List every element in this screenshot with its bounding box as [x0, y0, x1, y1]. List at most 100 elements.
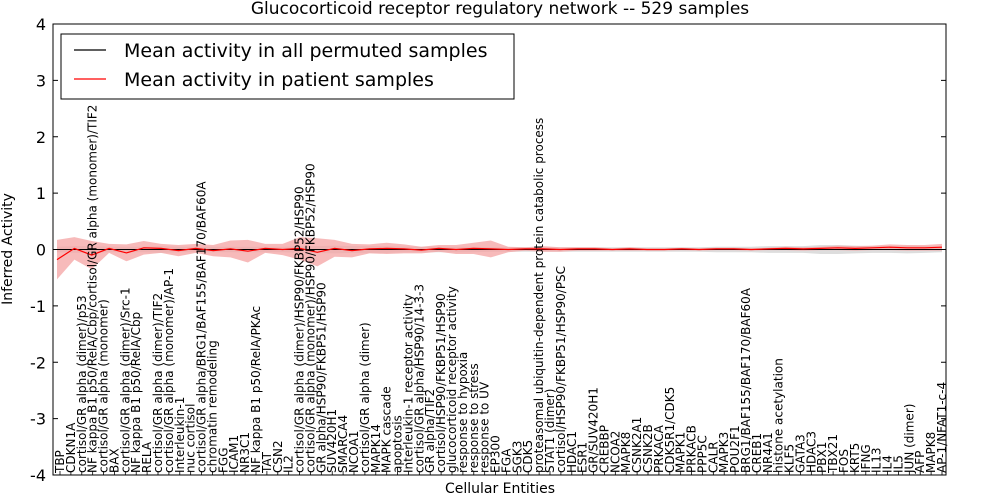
- x-tick-label: NF kappa B1 p50/RelA/PKAc: [249, 306, 263, 473]
- x-tick-label: GR alpha/HSP90/FKBP51/HSP90: [314, 282, 328, 473]
- x-tick-label: ESR1: [576, 442, 590, 473]
- x-tick-label: HDAC3: [804, 431, 818, 473]
- x-tick-label: TAT: [260, 451, 274, 474]
- x-tick-label: FOS: [837, 449, 851, 473]
- x-tick-label: cortisol/GR alpha (dimer)/TIF2: [151, 293, 165, 473]
- chart-title: Glucocorticoid receptor regulatory netwo…: [251, 0, 749, 19]
- series-line-patient: [56, 246, 943, 261]
- x-tick-label: SUV420H1: [325, 409, 339, 473]
- x-tick-label: MAPK8: [619, 432, 633, 473]
- x-tick-label: cortisol/HSP90/FKBP51/HSP90: [434, 293, 448, 473]
- x-tick-label: response to hypoxia: [456, 352, 470, 473]
- x-tick-label: PPP5C: [695, 435, 709, 473]
- x-tick-label: NR4A1: [761, 432, 775, 473]
- x-tick-label: GATA3: [793, 434, 807, 473]
- x-tick-label: TBX21: [826, 434, 840, 474]
- x-tick-label: cortisol/HSP90/FKBP51/HSP90/PSC: [554, 266, 568, 473]
- x-tick-label: JUN (dimer): [902, 404, 916, 474]
- x-tick-label: MAPK8: [924, 432, 938, 473]
- x-tick-label: CREB1: [750, 433, 764, 473]
- x-tick-label: response to stress: [467, 363, 481, 473]
- x-tick-label: RELA: [140, 441, 154, 473]
- x-tick-label: cortisol/GR alpha/BRG1/BAF155/BAF170/BAF…: [195, 181, 209, 473]
- y-tick-label: -1: [30, 297, 46, 316]
- x-tick-label: cortisol/GR alpha (dimer)/HSP90/FKBP52/H…: [293, 186, 307, 473]
- x-tick-label: TBP: [53, 450, 67, 474]
- x-tick-label: KLF5: [783, 444, 797, 473]
- x-tick-label: SGK3: [510, 441, 524, 473]
- x-tick-label: NCOA2: [608, 431, 622, 473]
- x-tick-label: ICAM1: [227, 435, 241, 473]
- x-tick-label: HDAC1: [565, 431, 579, 473]
- x-tick-label: glucocorticoid receptor activity: [445, 286, 459, 473]
- x-tick-label: MAPK3: [717, 432, 731, 473]
- x-tick-label: cortisol/GR alpha/HSP90/14-3-3: [412, 284, 426, 473]
- legend-box: [60, 33, 515, 100]
- x-tick-label: IL2: [282, 455, 296, 473]
- x-tick-label: POU2F1: [728, 425, 742, 473]
- x-tick-label: cortisol/GR alpha (monomer)/AP-1: [162, 268, 176, 473]
- x-tick-label: AFP: [913, 451, 927, 473]
- y-axis: -4 -3 -2 -1 0 1 2 3 4: [30, 15, 946, 485]
- x-tick-label: proteasomal ubiquitin-dependent protein …: [532, 118, 546, 473]
- x-tick-label: CDK5: [521, 440, 535, 473]
- x-tick-label: Interleukin-1: [173, 397, 187, 473]
- x-tick-label: MAPK cascade: [380, 386, 394, 473]
- y-tick-label: 1: [36, 184, 46, 203]
- x-tick-label: cortisol/GR alpha (dimer)/Src-1: [118, 287, 132, 473]
- x-tick-label: Interleukin-1 receptor activity: [401, 294, 415, 473]
- x-tick-label: cortisol/GR alpha (dimer)/p53: [75, 295, 89, 473]
- x-tick-label: IL4: [881, 455, 895, 473]
- x-tick-label: CDK5R1/CDK5: [663, 387, 677, 473]
- x-tick-label: cortisol/GR alpha (monomer)/HSP90/FKBP52…: [303, 163, 317, 473]
- x-tick-label: SMARCA4: [336, 415, 350, 473]
- x-tick-label: CALR: [706, 441, 720, 473]
- patient-confidence-band: [57, 237, 942, 280]
- x-tick-label: AP-1/NFAT1-c-4: [935, 382, 949, 473]
- x-tick-label: NCOA1: [347, 431, 361, 473]
- x-tick-label: BAX: [107, 448, 121, 473]
- x-tick-label: cortisol/GR alpha (dimer): [358, 322, 372, 473]
- y-tick-label: 2: [36, 128, 46, 147]
- x-axis-label: Cellular Entities: [445, 481, 555, 497]
- x-tick-label: IL5: [891, 455, 905, 473]
- x-tick-label: GR alpha/TIF2: [423, 389, 437, 473]
- x-tick-label: BRG1/BAF155/BAF170/BAF60A: [739, 287, 753, 473]
- x-tick-label: NF kappa B1 p50/RelA/Cbp: [129, 312, 143, 473]
- x-tick-label: IFNG: [859, 444, 873, 473]
- y-tick-label: -2: [30, 353, 46, 372]
- x-tick-label: CSNK2B: [641, 424, 655, 473]
- legend-label-permuted: Mean activity in all permuted samples: [124, 40, 487, 62]
- y-tick-label: 3: [36, 71, 46, 90]
- x-tick-label: cortisol/GR alpha (monomer): [97, 299, 111, 473]
- x-tick-label: PBX1: [815, 442, 829, 473]
- x-tick-label: STAT1 (dimer): [543, 389, 557, 473]
- x-tick-label: nuc cortisol: [184, 404, 198, 473]
- y-tick-label: 4: [36, 15, 46, 34]
- x-tick-label: PRKACB: [685, 425, 699, 473]
- x-tick-label: histone acetylation: [772, 358, 786, 473]
- x-tick-label: CSNK2A1: [630, 417, 644, 473]
- x-tick-label: KRT5: [848, 443, 862, 473]
- x-tick-label: MAPK14: [369, 424, 383, 473]
- x-tick-label: NR3C1: [238, 432, 252, 473]
- x-tick-label: PRKACA: [652, 424, 666, 473]
- x-tick-label: CSN2: [271, 440, 285, 473]
- x-tick-label: NF kappa B1 p50/RelA/Cbp/cortisol/GR alp…: [86, 105, 100, 473]
- y-tick-label: -3: [30, 410, 46, 429]
- x-tick-label: GR/SUV420H1: [587, 387, 601, 473]
- y-tick-label: -4: [30, 466, 46, 485]
- x-tick-label: chromatin remodeling: [205, 340, 219, 473]
- x-tick-label: response to UV: [478, 381, 492, 473]
- x-tick-label: IL13: [870, 448, 884, 474]
- x-tick-label: apoptosis: [391, 415, 405, 473]
- y-axis-label: Inferred Activity: [0, 193, 16, 305]
- legend-label-patient: Mean activity in patient samples: [124, 69, 434, 91]
- x-tick-label: FGG: [216, 448, 230, 474]
- y-tick-label: 0: [36, 241, 46, 260]
- x-tick-label: MAPK1: [674, 432, 688, 473]
- legend: Mean activity in all permuted samples Me…: [60, 33, 515, 100]
- x-tick-label: EP300: [489, 435, 503, 473]
